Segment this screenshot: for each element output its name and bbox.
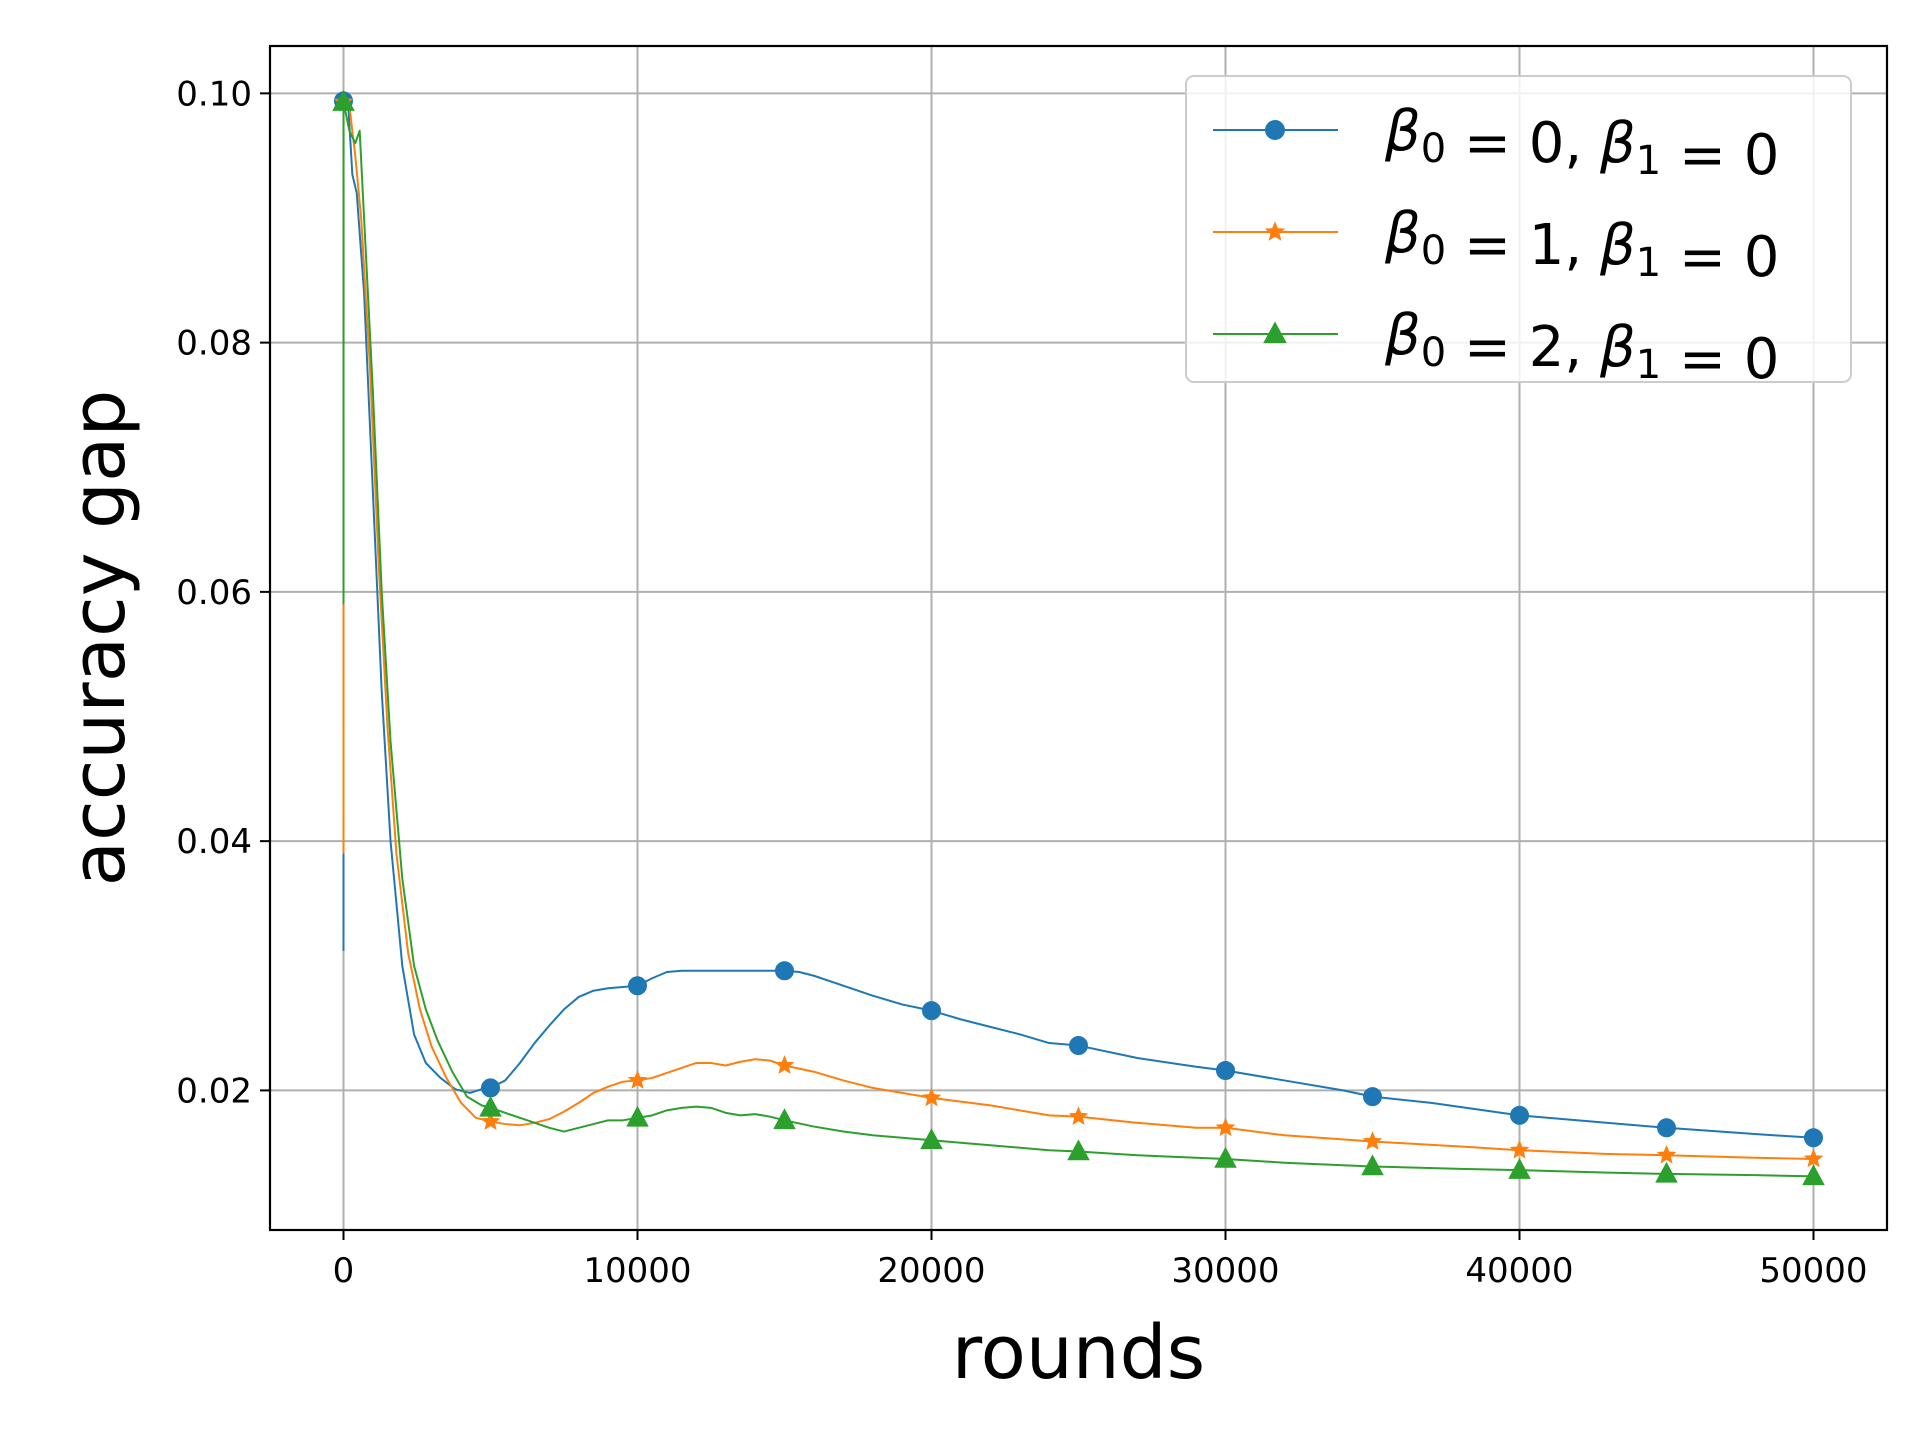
- data-point: [921, 1087, 942, 1107]
- legend-text-part: = 0,: [1446, 111, 1600, 176]
- y-tick-label: 0.06: [176, 573, 252, 613]
- x-tick-label: 0: [333, 1251, 355, 1291]
- data-point: [1363, 1087, 1382, 1107]
- series-2: [332, 90, 1825, 1186]
- legend-beta: β: [1599, 111, 1636, 176]
- data-point: [627, 1070, 648, 1089]
- data-point: [480, 1111, 501, 1130]
- y-tick-label: 0.04: [176, 822, 252, 862]
- data-point: [774, 1055, 795, 1074]
- data-point: [481, 1078, 500, 1098]
- legend-item: β0 = 2, β1 = 0: [1213, 303, 1779, 392]
- data-point: [1362, 1131, 1383, 1150]
- series-line: [342, 101, 1814, 1178]
- data-point: [775, 961, 794, 981]
- legend-text-part: = 1,: [1446, 213, 1600, 278]
- x-tick-label: 40000: [1465, 1251, 1573, 1291]
- data-point: [1655, 1161, 1678, 1183]
- data-point: [1508, 1158, 1531, 1179]
- legend: β0 = 0, β1 = 0β0 = 1, β1 = 0β0 = 2, β1 =…: [1185, 75, 1852, 392]
- data-point: [626, 1105, 649, 1127]
- legend-beta: β: [1384, 201, 1421, 266]
- data-point: [479, 1095, 502, 1117]
- y-tick-label: 0.02: [176, 1071, 252, 1111]
- legend-text-part: = 2,: [1446, 315, 1600, 380]
- legend-box: [1185, 75, 1852, 383]
- data-point: [1068, 1106, 1089, 1125]
- x-tick-label: 50000: [1759, 1251, 1867, 1291]
- data-point: [1361, 1154, 1384, 1176]
- legend-item: β0 = 1, β1 = 0: [1213, 201, 1779, 290]
- legend-marker: [1264, 221, 1286, 241]
- data-point: [1510, 1105, 1529, 1125]
- legend-text-part: = 0: [1661, 327, 1779, 392]
- data-point: [1656, 1144, 1677, 1164]
- legend-label: β0 = 2, β1 = 0: [1384, 303, 1779, 392]
- y-tick-label: 0.10: [176, 74, 252, 114]
- legend-beta: β: [1384, 303, 1421, 368]
- data-point: [1509, 1139, 1530, 1159]
- data-point: [1215, 1117, 1236, 1137]
- data-point: [1067, 1139, 1090, 1161]
- legend-subscript: 0: [1421, 126, 1446, 172]
- data-point: [1803, 1148, 1824, 1168]
- plot-area-frame: [268, 44, 1889, 1232]
- x-tick-label: 30000: [1171, 1251, 1279, 1291]
- data-point: [332, 90, 355, 111]
- data-point: [773, 1108, 796, 1130]
- y-tick-label: 0.08: [176, 324, 252, 364]
- legend-text-part: = 0: [1661, 225, 1779, 290]
- data-point: [1802, 1164, 1825, 1186]
- legend-subscript: 0: [1421, 330, 1446, 376]
- legend-subscript: 1: [1636, 138, 1661, 184]
- series-line: [342, 98, 1814, 1139]
- data-point: [1069, 1036, 1088, 1056]
- legend-label: β0 = 1, β1 = 0: [1384, 201, 1779, 290]
- legend-item: β0 = 0, β1 = 0: [1213, 99, 1779, 188]
- legend-beta: β: [1599, 315, 1636, 380]
- y-axis-title: accuracy gap: [56, 390, 142, 887]
- x-tick-label: 20000: [877, 1251, 985, 1291]
- legend-marker: [1265, 120, 1285, 140]
- data-point: [628, 976, 647, 996]
- axis-ticks: 0 10000 20000 30000 40000 50000 0.02 0.04 0.06 0.…: [176, 74, 1867, 1291]
- data-point: [1657, 1118, 1676, 1138]
- legend-marker: [1263, 321, 1287, 344]
- legend-subscript: 1: [1636, 342, 1661, 388]
- legend-subscript: 1: [1636, 240, 1661, 286]
- x-axis-title: rounds: [952, 1310, 1205, 1396]
- data-point: [920, 1128, 943, 1150]
- legend-beta: β: [1599, 213, 1636, 278]
- data-point: [922, 1001, 941, 1021]
- data-point: [1216, 1060, 1235, 1080]
- legend-subscript: 0: [1421, 228, 1446, 274]
- series-line: [342, 101, 1814, 1160]
- data-point: [1214, 1146, 1237, 1168]
- series-lines: [332, 90, 1825, 1186]
- data-point: [1804, 1128, 1823, 1148]
- legend-beta: β: [1384, 99, 1421, 164]
- legend-text-part: = 0: [1661, 123, 1779, 188]
- legend-label: β0 = 0, β1 = 0: [1384, 99, 1779, 188]
- x-tick-label: 10000: [583, 1251, 691, 1291]
